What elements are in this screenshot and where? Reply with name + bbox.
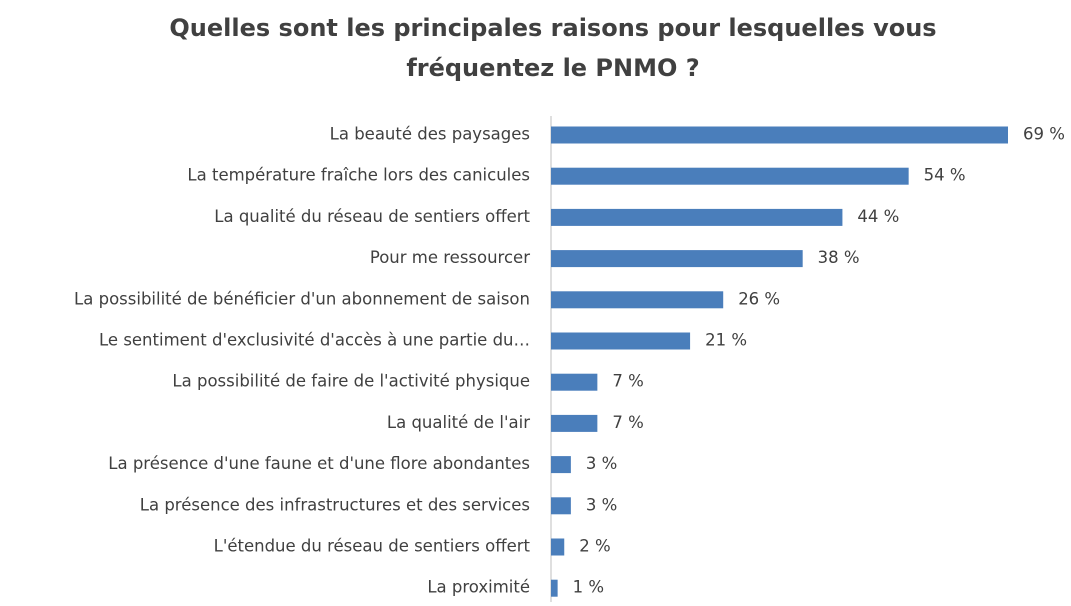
category-label: La beauté des paysages: [330, 125, 530, 144]
value-label: 38 %: [818, 248, 860, 267]
bar: [551, 579, 558, 597]
value-label: 1 %: [573, 578, 604, 597]
value-label: 7 %: [612, 413, 643, 432]
category-label: La présence des infrastructures et des s…: [140, 495, 530, 514]
value-label: 21 %: [705, 331, 747, 350]
category-label: Le sentiment d'exclusivité d'accès à une…: [99, 331, 530, 350]
category-label: La qualité du réseau de sentiers offert: [214, 207, 530, 226]
bar: [551, 208, 843, 226]
bar: [551, 456, 571, 474]
value-label: 26 %: [738, 289, 780, 308]
category-label: La proximité: [427, 578, 530, 597]
value-label: 3 %: [586, 495, 617, 514]
bar: [551, 250, 803, 268]
bar: [551, 167, 909, 185]
value-label: 2 %: [579, 537, 610, 556]
bar: [551, 332, 691, 350]
bar: [551, 538, 565, 556]
bar: [551, 414, 598, 432]
value-label: 3 %: [586, 454, 617, 473]
chart-title: Quelles sont les principales raisons pou…: [169, 14, 937, 82]
category-label: La possibilité de faire de l'activité ph…: [172, 372, 530, 391]
value-label: 44 %: [857, 207, 899, 226]
bar: [551, 291, 724, 309]
category-label: Pour me ressourcer: [370, 248, 530, 267]
bar: [551, 497, 571, 515]
bar: [551, 126, 1008, 144]
category-label: La possibilité de bénéficier d'un abonne…: [74, 289, 530, 308]
category-label: La présence d'une faune et d'une flore a…: [108, 454, 530, 473]
bar: [551, 373, 598, 391]
category-label: La température fraîche lors des canicule…: [187, 166, 530, 185]
value-label: 7 %: [612, 372, 643, 391]
category-label: L'étendue du réseau de sentiers offert: [214, 537, 531, 556]
value-label: 69 %: [1023, 125, 1065, 144]
value-label: 54 %: [924, 166, 966, 185]
category-label: La qualité de l'air: [387, 413, 530, 432]
